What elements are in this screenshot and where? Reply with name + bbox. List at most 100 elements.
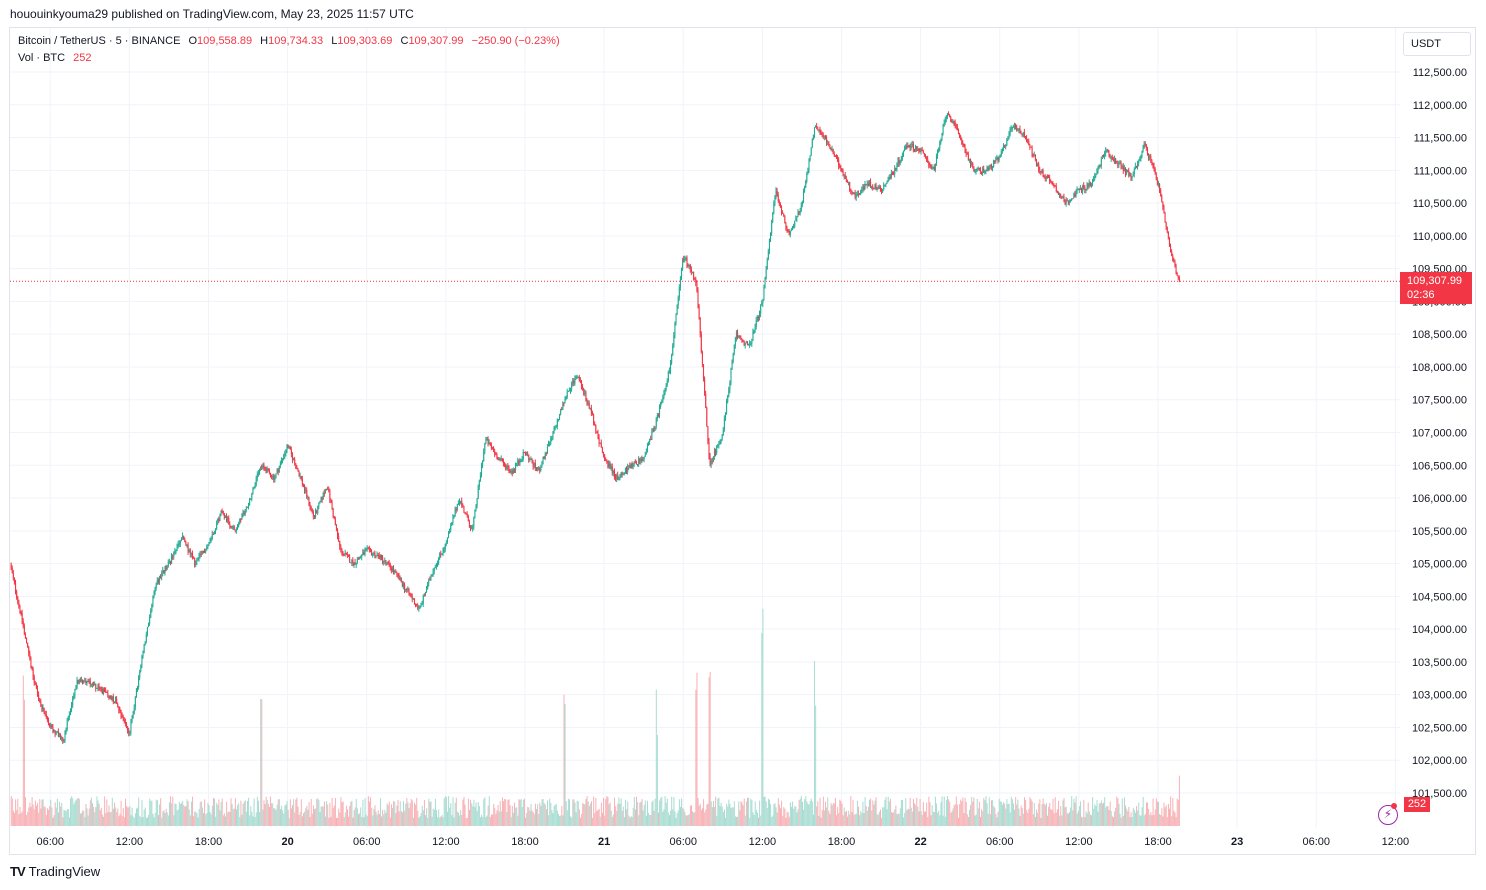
volume-bar [114, 802, 116, 826]
volume-bar [719, 805, 721, 826]
volume-bar [541, 799, 543, 826]
price-tick-label: 103,500.00 [1412, 657, 1467, 669]
volume-bar [1067, 813, 1069, 826]
volume-bar [397, 799, 399, 826]
candle-body [500, 458, 502, 461]
candle-body [457, 502, 459, 505]
volume-bar [708, 677, 710, 826]
volume-bar [228, 811, 230, 826]
candle-body [1018, 128, 1020, 130]
candle-body [77, 680, 79, 684]
volume-bar [394, 801, 396, 826]
tradingview-brand[interactable]: TV TradingView [10, 864, 100, 879]
candle-body [308, 497, 310, 505]
volume-bar [1033, 802, 1035, 826]
volume-bar [1030, 799, 1032, 826]
candle-body [948, 113, 950, 115]
symbol-title[interactable]: Bitcoin / TetherUS · 5 · BINANCE [18, 35, 181, 47]
candle-body [79, 679, 81, 681]
volume-bar [710, 801, 712, 826]
volume-bar [631, 817, 633, 826]
volume-bar [183, 805, 185, 826]
volume-bar [725, 817, 727, 826]
volume-bar [42, 799, 44, 826]
volume-bar [499, 800, 501, 826]
volume-bar [264, 803, 266, 826]
volume-bar [62, 817, 64, 826]
candle-body [994, 160, 996, 163]
volume-bar [966, 814, 968, 826]
candle-body [289, 447, 291, 450]
candle-body [276, 469, 278, 474]
candle-body [184, 538, 186, 543]
volume-bar [678, 799, 680, 826]
candle-body [44, 713, 46, 715]
volume-bar [1171, 816, 1173, 826]
candle-body [711, 461, 713, 463]
time-tick-label: 18:00 [195, 836, 223, 848]
candle-body [148, 623, 150, 627]
volume-bar [249, 815, 251, 826]
candle-body [71, 705, 73, 710]
open-label: O [188, 35, 198, 47]
volume-bar [368, 801, 370, 826]
volume-bar [360, 807, 362, 826]
volume-bar [464, 804, 466, 826]
candle-body [782, 212, 784, 214]
volume-bar [28, 807, 30, 826]
candle-body [60, 736, 62, 739]
candle-body [470, 526, 472, 529]
candle-body [403, 584, 405, 587]
candle-body [1045, 176, 1047, 179]
volume-bar [739, 810, 741, 826]
currency-button[interactable]: USDT [1403, 32, 1471, 56]
volume-bar [346, 809, 348, 826]
volume-bar [822, 796, 824, 826]
candle-body [676, 305, 678, 315]
volume-bar [617, 803, 619, 826]
volume-bar [308, 802, 310, 826]
volume-bar [627, 801, 629, 826]
volume-bar [1072, 810, 1074, 826]
volume-bar [1097, 811, 1099, 826]
candle-body [1065, 200, 1067, 205]
volume-bar [462, 799, 464, 826]
volume-bar [778, 804, 780, 826]
volume-bar [928, 796, 930, 826]
candle-body [521, 458, 523, 461]
volume-bar [203, 812, 205, 826]
volume-bar [1120, 817, 1122, 826]
candle-body [505, 463, 507, 469]
candle-body [977, 167, 979, 169]
volume-bar [989, 814, 991, 826]
lightning-icon[interactable]: ⚡ [1378, 805, 1398, 825]
price-tick-label: 103,000.00 [1412, 690, 1467, 702]
candle-body [132, 713, 134, 718]
candle-body [616, 475, 618, 479]
candle-body [659, 406, 661, 416]
candle-body [955, 125, 957, 127]
candle-body [1097, 168, 1099, 171]
volume-bar [89, 800, 91, 826]
candle-body [1158, 183, 1160, 185]
candle-body [412, 599, 414, 601]
volume-bar [775, 807, 777, 826]
candle-body [451, 522, 453, 526]
candle-body [951, 121, 953, 123]
volume-label[interactable]: Vol · BTC [18, 52, 66, 64]
volume-bar [220, 802, 222, 826]
volume-bar [120, 800, 122, 826]
volume-bar [772, 815, 774, 826]
volume-bar [797, 809, 799, 826]
candle-body [162, 570, 164, 574]
candle-body [84, 680, 86, 682]
volume-bar [184, 806, 186, 826]
bar-countdown: 02:36 [1407, 289, 1435, 301]
candle-body [753, 330, 755, 332]
volume-bar [823, 810, 825, 826]
volume-bar [1160, 815, 1162, 826]
volume-bar [423, 800, 425, 826]
candle-body [1140, 155, 1142, 159]
candle-body [1053, 185, 1055, 187]
